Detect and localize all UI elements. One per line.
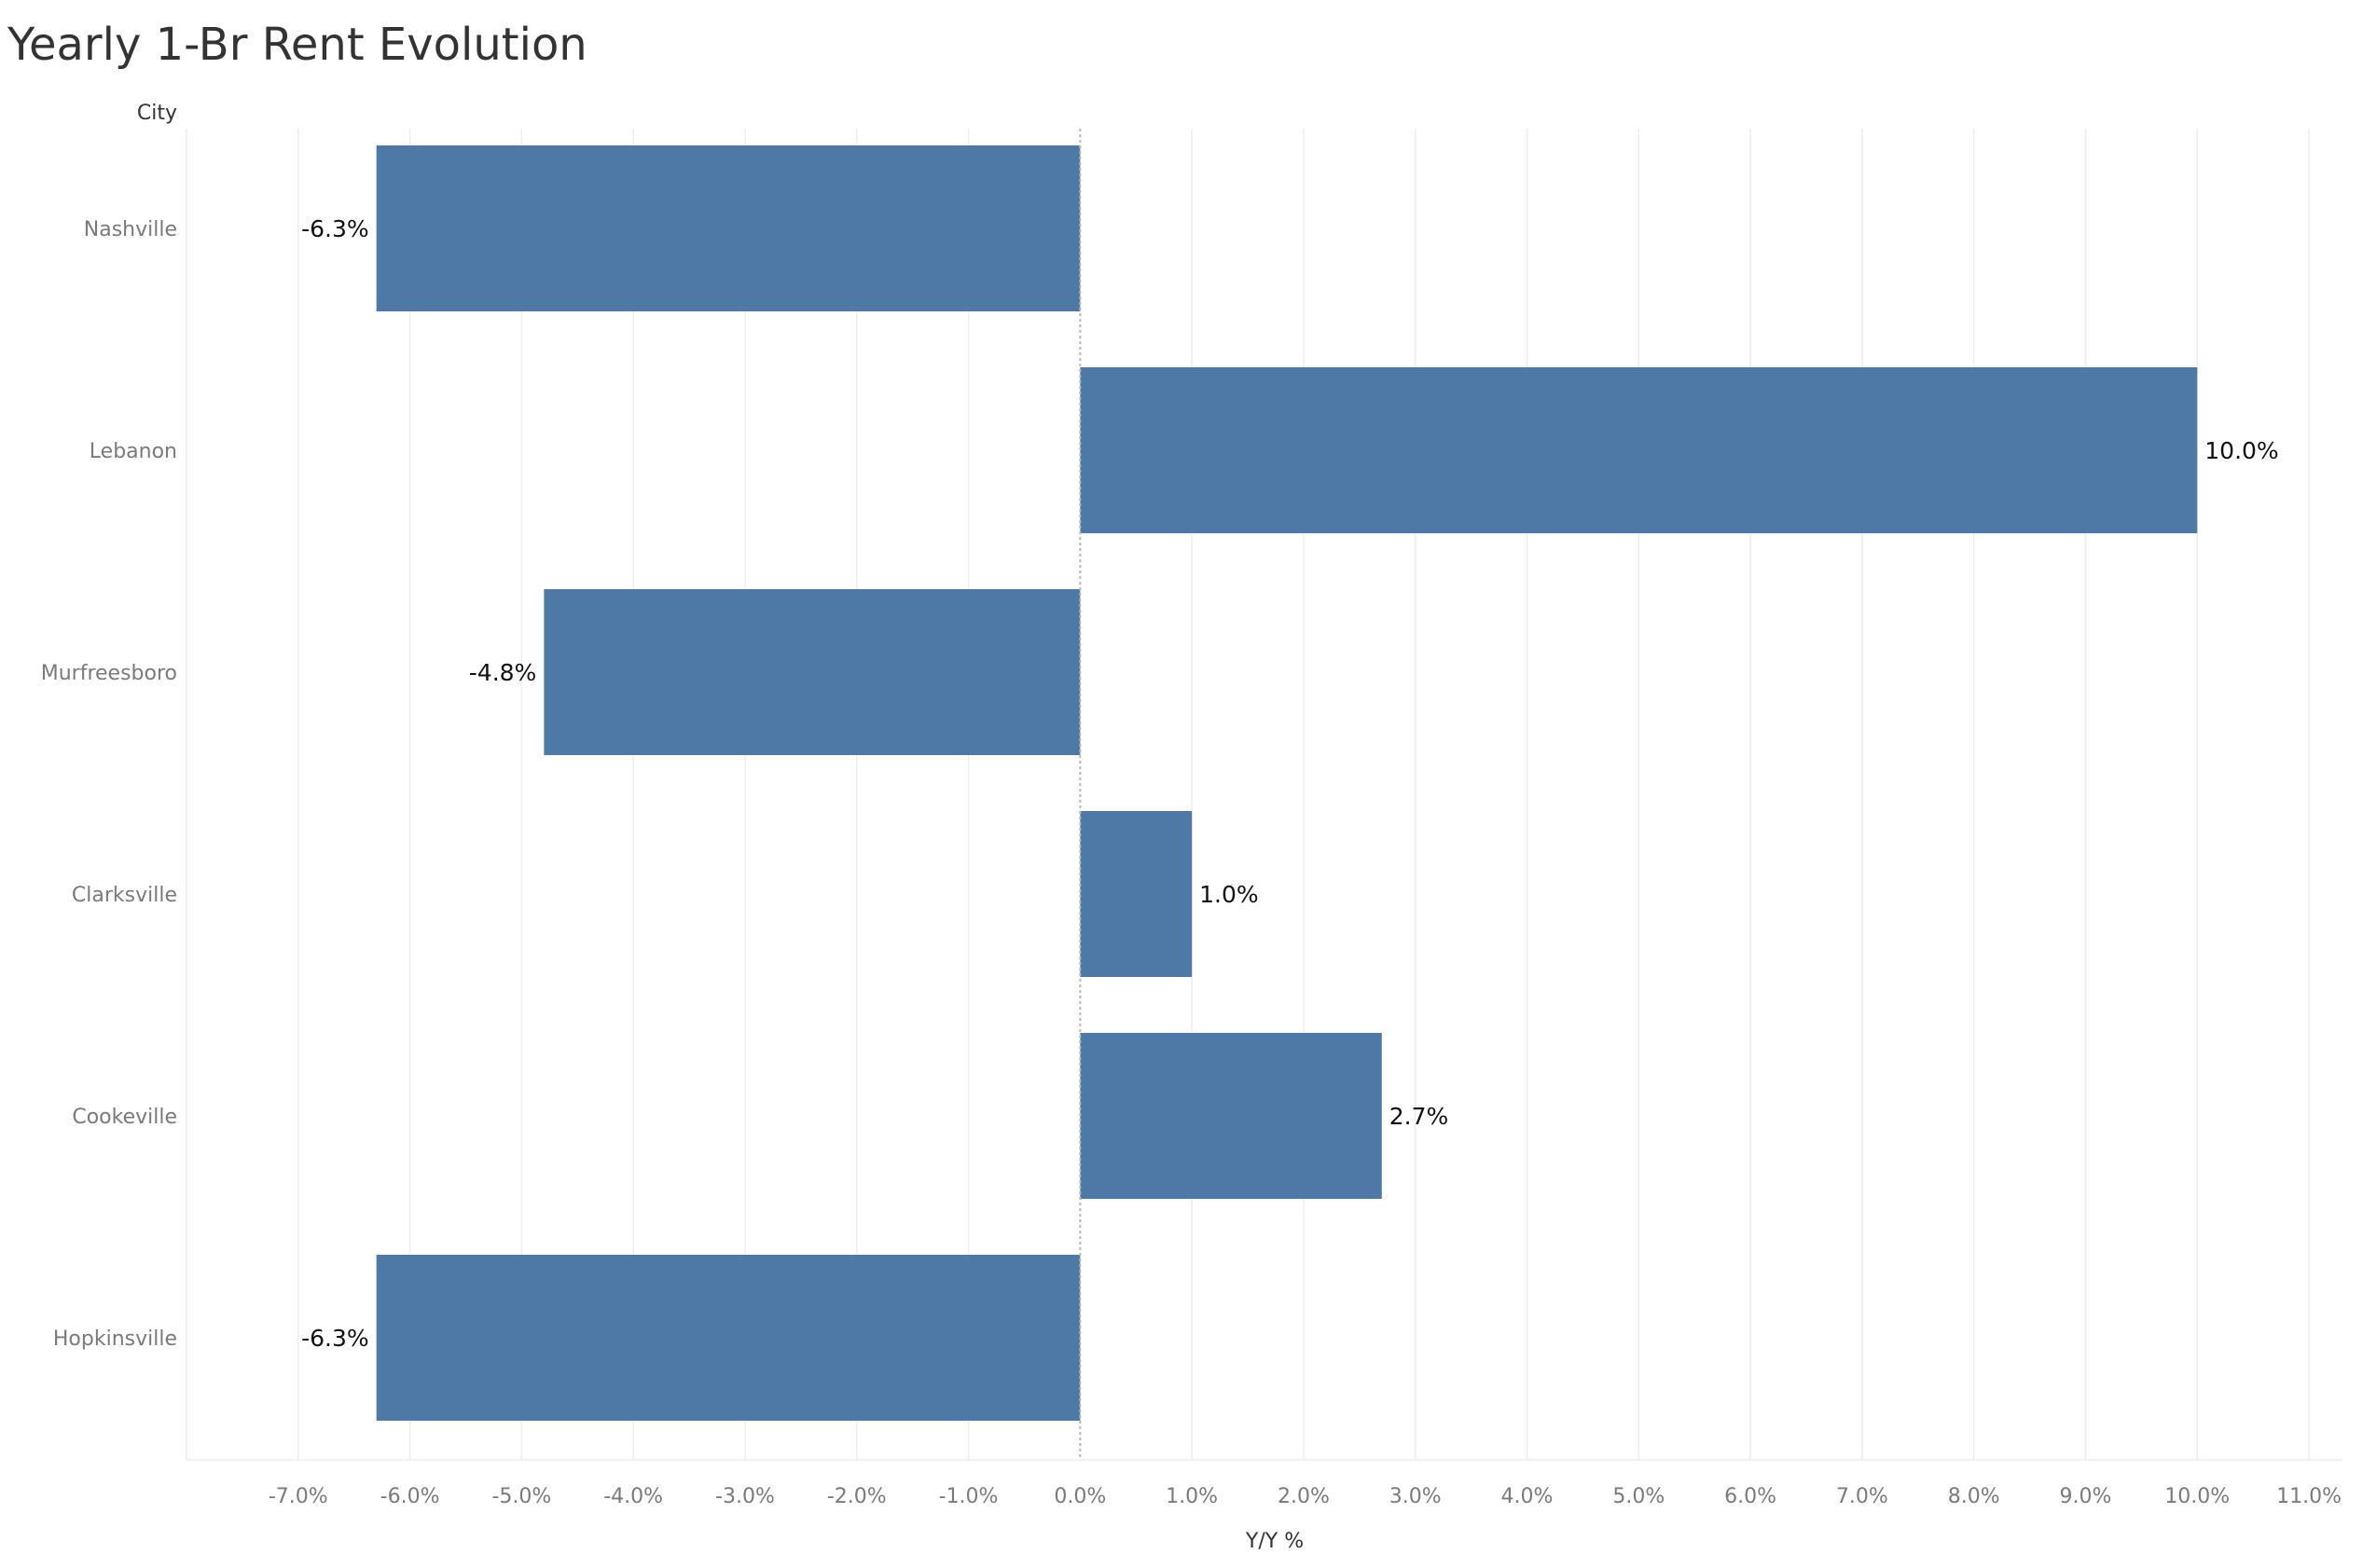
x-tick-label: -2.0% [827,1485,887,1508]
x-tick-label: 9.0% [2060,1485,2112,1508]
data-label: -4.8% [469,659,537,686]
x-tick-label: -5.0% [491,1485,551,1508]
category-label: Cookeville [72,1106,177,1129]
category-label: Nashville [84,218,177,241]
x-tick-label: 0.0% [1054,1485,1106,1508]
bar-lebanon [1080,367,2198,533]
x-tick-label: -3.0% [715,1485,775,1508]
x-tick-layer: -7.0% -6.0% -5.0% -4.0% -3.0% -2.0% -1.0% 0.0% 1… [269,1485,2342,1508]
x-tick-label: 5.0% [1612,1485,1665,1508]
data-label: 2.7% [1389,1103,1449,1130]
data-label: 1.0% [1199,881,1259,908]
data-label: -6.3% [301,1325,369,1352]
data-label: -6.3% [301,215,369,242]
x-tick-label: 8.0% [1948,1485,2000,1508]
bar-nashville [376,145,1081,311]
x-tick-label: -1.0% [939,1485,999,1508]
category-label: Clarksville [72,884,177,907]
x-tick-label: -6.0% [380,1485,440,1508]
x-tick-label: -4.0% [603,1485,663,1508]
y-axis-title: City [137,102,177,125]
data-label: 10.0% [2204,437,2278,464]
bar-hopkinsville [376,1255,1081,1421]
x-tick-label: -7.0% [269,1485,328,1508]
category-label: Murfreesboro [41,662,177,685]
x-tick-label: 6.0% [1724,1485,1776,1508]
label-layer: Nashville -6.3% Lebanon 10.0% Murfreesboro -4… [41,215,2279,1352]
x-tick-label: 2.0% [1278,1485,1330,1508]
chart-title: Yearly 1-Br Rent Evolution [7,19,587,71]
bar-layer [376,145,2198,1421]
x-tick-label: 7.0% [1836,1485,1888,1508]
grid-layer [186,129,2342,1461]
bar-cookeville [1080,1033,1382,1199]
bar-clarksville [1080,811,1193,977]
bar-murfreesboro [544,589,1081,755]
x-tick-label: 11.0% [2276,1485,2342,1508]
x-tick-label: 10.0% [2164,1485,2230,1508]
x-tick-label: 4.0% [1501,1485,1554,1508]
category-label: Hopkinsville [53,1327,177,1351]
x-tick-label: 1.0% [1166,1485,1218,1508]
x-axis-title: Y/Y % [1245,1530,1304,1553]
x-tick-label: 3.0% [1389,1485,1442,1508]
category-label: Lebanon [90,440,177,463]
